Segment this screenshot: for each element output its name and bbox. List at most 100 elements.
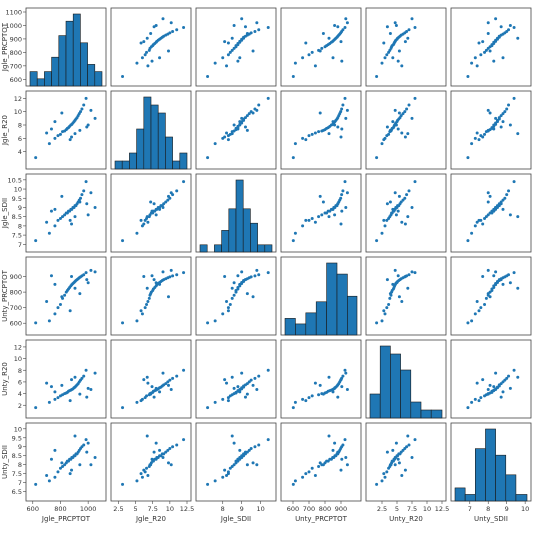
scatter-point xyxy=(121,321,125,325)
panel-Jgle_R20-vs-Jgle_SDII xyxy=(195,90,277,170)
panel-frame xyxy=(195,339,277,419)
scatter-point xyxy=(89,191,93,195)
panel-Jgle_PRCPTOT-vs-Unty_PRCPTOT xyxy=(280,7,362,87)
scatter-point xyxy=(479,53,483,57)
scatter-point xyxy=(86,441,90,445)
scatter-point xyxy=(466,74,470,78)
scatter-point xyxy=(82,374,86,378)
scatter-point xyxy=(483,132,487,136)
y-tick-label: 10 xyxy=(14,425,22,433)
y-tick-label: 6 xyxy=(18,135,22,143)
scatter-point xyxy=(169,21,173,25)
hist-bar xyxy=(165,136,173,170)
scatter-point xyxy=(340,107,344,111)
scatter-point xyxy=(266,438,270,442)
scatter-point xyxy=(182,25,186,29)
scatter-point xyxy=(146,64,150,68)
panel-frame xyxy=(365,7,447,87)
scatter-point xyxy=(166,295,170,299)
scatter-point xyxy=(383,56,387,60)
scatter-point xyxy=(247,380,251,384)
scatter-point xyxy=(266,271,270,275)
scatter-point xyxy=(221,397,225,401)
scatter-point xyxy=(251,49,255,53)
scatter-point xyxy=(213,142,217,146)
y-tick-label: 8.5 xyxy=(12,452,22,460)
scatter-point xyxy=(230,296,234,300)
y-tick-label: 2 xyxy=(18,402,22,410)
scatter-point xyxy=(53,390,57,394)
scatter-point xyxy=(304,218,308,222)
scatter-point xyxy=(470,319,474,323)
hist-bar xyxy=(347,295,358,336)
y-tick-label: 800 xyxy=(10,49,22,57)
scatter-point xyxy=(331,120,335,124)
scatter-point xyxy=(382,472,386,476)
scatter-point xyxy=(304,472,308,476)
scatter-point xyxy=(481,135,485,139)
x-tick-label: 5 xyxy=(134,505,138,513)
scatter-point xyxy=(481,40,485,44)
scatter-point xyxy=(162,202,166,206)
scatter-point xyxy=(382,218,386,222)
scatter-point xyxy=(139,399,143,403)
scatter-point xyxy=(86,213,90,217)
scatter-point xyxy=(486,32,490,36)
scatter-point xyxy=(475,299,479,303)
scatter-point xyxy=(477,309,481,313)
scatter-point xyxy=(223,468,227,472)
hist-bar xyxy=(36,78,45,87)
scatter-point xyxy=(385,306,389,310)
scatter-point xyxy=(171,274,175,278)
hist-bar xyxy=(257,244,266,253)
scatter-point xyxy=(313,131,317,135)
scatter-point xyxy=(492,274,496,278)
scatter-point xyxy=(516,215,520,219)
scatter-point xyxy=(70,378,74,382)
scatter-point xyxy=(512,180,516,184)
panel-Unty_PRCPTOT-vs-Unty_PRCPTOT xyxy=(280,256,362,336)
scatter-point xyxy=(84,271,88,275)
scatter-point xyxy=(68,138,72,142)
scatter-point xyxy=(333,441,337,445)
scatter-point xyxy=(307,218,311,222)
scatter-point xyxy=(403,40,407,44)
scatter-point xyxy=(343,180,347,184)
scatter-point xyxy=(145,36,149,40)
scatter-point xyxy=(397,461,401,465)
scatter-point xyxy=(400,131,404,135)
y-tick-label: 8 xyxy=(18,367,22,375)
scatter-point xyxy=(327,132,331,136)
panel-frame xyxy=(450,339,532,419)
scatter-point xyxy=(145,215,149,219)
scatter-point xyxy=(89,268,93,272)
scatter-point xyxy=(516,286,520,290)
scatter-point xyxy=(82,443,86,447)
y-tick-label: 800 xyxy=(10,289,22,297)
scatter-point xyxy=(245,392,249,396)
scatter-point xyxy=(507,273,511,277)
hist-bar xyxy=(214,244,222,253)
scatter-point xyxy=(251,295,255,299)
scatter-point xyxy=(512,96,516,100)
x-tick-label: 900 xyxy=(335,505,347,513)
hist-bar xyxy=(199,244,208,253)
scatter-point xyxy=(380,231,384,235)
hist-bar xyxy=(390,353,401,419)
scatter-point xyxy=(34,321,38,325)
scatter-point xyxy=(407,443,411,447)
scatter-point xyxy=(343,368,347,372)
scatter-point xyxy=(56,306,60,310)
panel-Jgle_PRCPTOT-vs-Jgle_R20 xyxy=(110,7,192,87)
scatter-point xyxy=(479,396,483,400)
scatter-point xyxy=(313,220,317,224)
hist-bar xyxy=(80,42,88,87)
scatter-point xyxy=(236,274,240,278)
scatter-point xyxy=(486,292,490,296)
hist-bar xyxy=(315,301,327,336)
scatter-point xyxy=(391,56,395,60)
scatter-point xyxy=(166,461,170,465)
scatter-point xyxy=(341,374,345,378)
scatter-point xyxy=(82,273,86,277)
scatter-point xyxy=(410,270,414,274)
